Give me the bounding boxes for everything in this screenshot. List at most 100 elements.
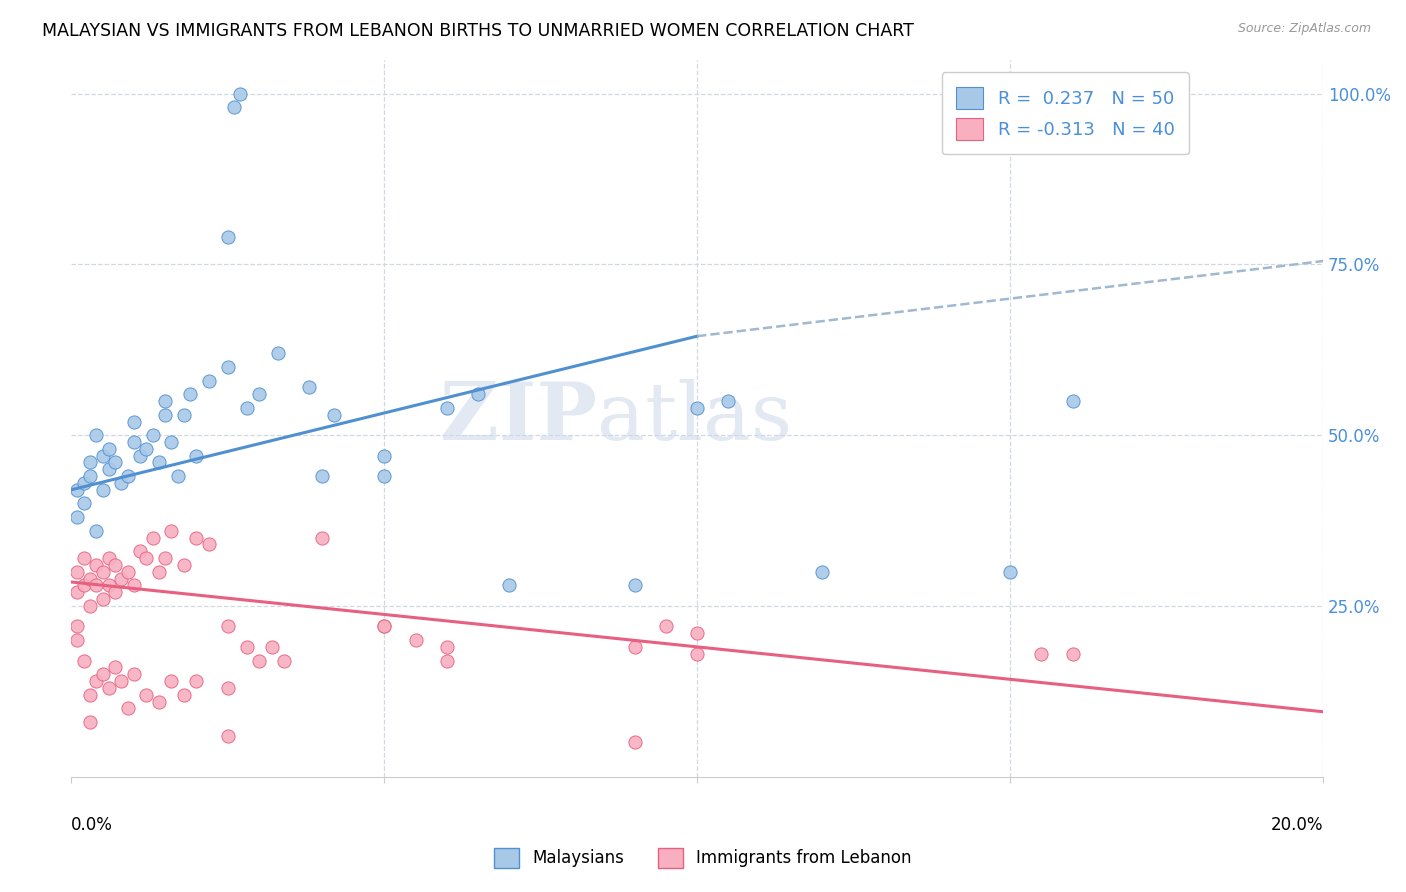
Text: 20.0%: 20.0% <box>1271 816 1323 834</box>
Point <box>173 688 195 702</box>
Point <box>66 633 89 648</box>
Point <box>373 469 395 483</box>
Point <box>198 374 221 388</box>
Point <box>79 714 101 729</box>
Point <box>97 551 120 566</box>
Point <box>373 619 395 633</box>
Point <box>467 387 489 401</box>
Point <box>686 401 709 415</box>
Legend: Malaysians, Immigrants from Lebanon: Malaysians, Immigrants from Lebanon <box>488 841 918 875</box>
Point <box>66 619 89 633</box>
Point <box>148 565 170 579</box>
Legend: R =  0.237   N = 50, R = -0.313   N = 40: R = 0.237 N = 50, R = -0.313 N = 40 <box>942 72 1189 154</box>
Text: ZIP: ZIP <box>440 379 598 457</box>
Point <box>1062 394 1084 409</box>
Point <box>66 585 89 599</box>
Point <box>122 415 145 429</box>
Point <box>222 100 245 114</box>
Point <box>73 578 96 592</box>
Point <box>311 469 333 483</box>
Point <box>235 401 257 415</box>
Point <box>79 599 101 613</box>
Point <box>217 729 239 743</box>
Point <box>91 667 114 681</box>
Point <box>97 442 120 456</box>
Point <box>436 640 458 654</box>
Point <box>623 735 645 749</box>
Text: 0.0%: 0.0% <box>72 816 112 834</box>
Point <box>129 544 152 558</box>
Point <box>84 524 107 538</box>
Point <box>117 701 139 715</box>
Point <box>73 551 96 566</box>
Point <box>148 694 170 708</box>
Point <box>405 633 427 648</box>
Point <box>247 654 270 668</box>
Point <box>186 531 208 545</box>
Point <box>129 449 152 463</box>
Point <box>160 524 183 538</box>
Point <box>436 401 458 415</box>
Point <box>267 346 290 360</box>
Point <box>179 387 201 401</box>
Text: MALAYSIAN VS IMMIGRANTS FROM LEBANON BIRTHS TO UNMARRIED WOMEN CORRELATION CHART: MALAYSIAN VS IMMIGRANTS FROM LEBANON BIR… <box>42 22 914 40</box>
Point <box>122 578 145 592</box>
Point <box>66 565 89 579</box>
Point <box>135 688 157 702</box>
Point <box>623 578 645 592</box>
Point <box>97 462 120 476</box>
Point <box>173 558 195 572</box>
Point <box>498 578 520 592</box>
Point <box>298 380 321 394</box>
Point <box>73 475 96 490</box>
Point <box>148 455 170 469</box>
Point <box>273 654 295 668</box>
Point <box>122 435 145 450</box>
Point <box>97 681 120 695</box>
Point <box>104 558 127 572</box>
Point <box>122 667 145 681</box>
Point <box>217 359 239 374</box>
Point <box>260 640 283 654</box>
Point <box>66 483 89 497</box>
Point <box>811 565 834 579</box>
Point <box>110 572 132 586</box>
Point <box>160 673 183 688</box>
Text: Source: ZipAtlas.com: Source: ZipAtlas.com <box>1237 22 1371 36</box>
Point <box>91 483 114 497</box>
Point <box>142 531 165 545</box>
Point <box>79 469 101 483</box>
Point <box>153 408 176 422</box>
Point <box>84 558 107 572</box>
Point <box>91 592 114 607</box>
Point <box>1031 647 1053 661</box>
Point <box>217 681 239 695</box>
Point <box>436 654 458 668</box>
Point <box>117 469 139 483</box>
Point <box>186 673 208 688</box>
Point <box>110 673 132 688</box>
Point <box>160 435 183 450</box>
Point <box>198 537 221 551</box>
Point <box>655 619 678 633</box>
Point <box>998 565 1021 579</box>
Point <box>623 640 645 654</box>
Point <box>311 531 333 545</box>
Point <box>97 578 120 592</box>
Point <box>66 510 89 524</box>
Point <box>166 469 188 483</box>
Point <box>84 673 107 688</box>
Point <box>135 551 157 566</box>
Point <box>373 619 395 633</box>
Point <box>717 394 740 409</box>
Point <box>686 626 709 640</box>
Point <box>235 640 257 654</box>
Point <box>79 572 101 586</box>
Point <box>186 449 208 463</box>
Point <box>104 585 127 599</box>
Point <box>217 230 239 244</box>
Point <box>91 449 114 463</box>
Point <box>91 565 114 579</box>
Point <box>1062 647 1084 661</box>
Text: atlas: atlas <box>598 379 792 457</box>
